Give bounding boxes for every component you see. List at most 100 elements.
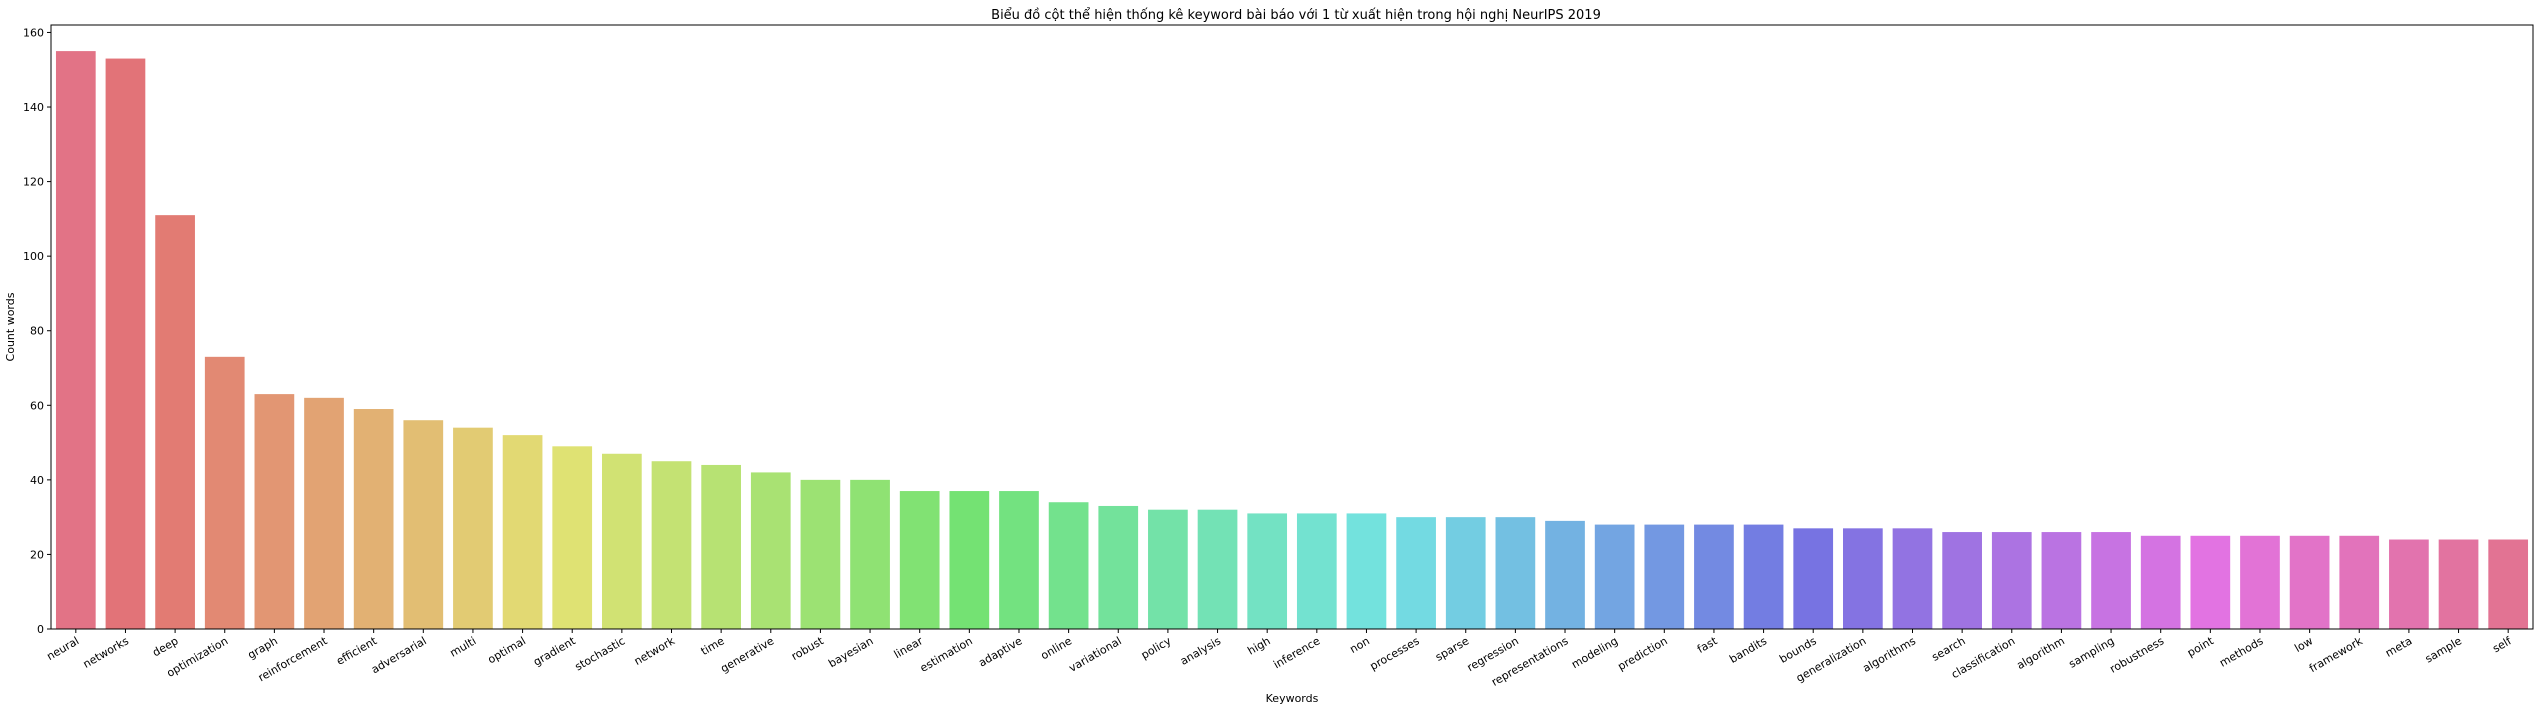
bar-efficient: [353, 409, 394, 629]
x-tick-label: low: [2292, 634, 2315, 655]
bar-robustness: [2140, 535, 2181, 629]
bar-meta: [2389, 539, 2429, 629]
x-tick-label: neural: [44, 634, 81, 663]
bar-estimation: [949, 491, 990, 629]
x-tick-label: prediction: [1615, 634, 1669, 673]
bar-adaptive: [999, 491, 1039, 629]
bar-robust: [800, 479, 841, 629]
x-tick-label: linear: [892, 634, 926, 661]
bars-group: [55, 51, 2529, 630]
bar-online: [1048, 502, 1089, 629]
x-tick-label: robustness: [2108, 634, 2167, 675]
x-tick-label: network: [632, 634, 678, 668]
x-tick-label: analysis: [1178, 634, 1223, 668]
y-tick-label: 20: [30, 548, 44, 561]
x-tick-label: bandits: [1727, 634, 1769, 666]
bar-non: [1346, 513, 1387, 629]
x-tick-label: deep: [150, 634, 180, 659]
bar-self: [2488, 539, 2529, 629]
x-tick-label: point: [2185, 634, 2216, 660]
x-tick-label: inference: [1271, 634, 1322, 671]
y-axis-label: Count words: [4, 292, 17, 361]
bar-multi: [453, 427, 493, 629]
bar-gradient: [552, 446, 593, 629]
bar-classification: [1991, 532, 2032, 629]
x-tick-label: algorithm: [2014, 634, 2066, 672]
bar-bounds: [1793, 528, 1834, 629]
bar-regression: [1495, 517, 1536, 629]
x-tick-label: networks: [81, 634, 131, 671]
x-tick-label: policy: [1139, 634, 1174, 662]
y-tick-label: 160: [23, 26, 44, 39]
bar-stochastic: [602, 453, 642, 629]
y-tick-label: 60: [30, 399, 44, 412]
x-tick-label: modeling: [1569, 634, 1620, 671]
y-tick-label: 0: [37, 623, 44, 636]
x-tick-label: gradient: [531, 634, 578, 669]
x-tick-label: graph: [245, 634, 279, 661]
x-tick-label: multi: [448, 634, 479, 659]
x-tick-label: sparse: [1433, 634, 1471, 664]
y-tick-label: 120: [23, 176, 44, 189]
x-tick-label: optimal: [486, 634, 529, 666]
bar-search: [1942, 532, 1982, 629]
x-tick-label: methods: [2217, 634, 2265, 669]
x-tick-label: search: [1929, 634, 1967, 664]
bar-neural: [55, 51, 96, 630]
bar-deep: [155, 215, 195, 629]
bar-representations: [1545, 520, 1585, 629]
bar-processes: [1396, 517, 1436, 629]
bar-sample: [2438, 539, 2479, 629]
bar-generalization: [1843, 528, 1883, 629]
bar-analysis: [1197, 509, 1238, 629]
bar-variational: [1098, 505, 1139, 629]
bar-algorithms: [1892, 528, 1933, 629]
x-tick-label: framework: [2307, 634, 2365, 675]
x-tick-label: self: [2490, 634, 2514, 656]
bar-optimal: [502, 435, 543, 629]
chart-title: Biểu đồ cột thể hiện thống kê keyword bà…: [991, 8, 1601, 23]
x-tick-label: variational: [1067, 634, 1124, 674]
bar-generative: [750, 472, 791, 629]
y-tick-label: 80: [30, 325, 44, 338]
y-axis: 0 20 40 60 80 100 120 140 160: [23, 26, 51, 636]
x-tick-label: sample: [2423, 634, 2464, 665]
x-tick-label: fast: [1695, 634, 1720, 656]
bar-bayesian: [850, 479, 890, 629]
x-tick-label: online: [1039, 634, 1075, 662]
bar-sparse: [1445, 517, 1486, 629]
bar-sampling: [2091, 532, 2131, 629]
bar-bandits: [1743, 524, 1784, 629]
bar-methods: [2240, 535, 2280, 629]
x-tick-label: algorithms: [1861, 634, 1919, 675]
y-tick-label: 140: [23, 101, 44, 114]
bar-fast: [1694, 524, 1734, 629]
x-tick-label: bayesian: [826, 634, 875, 670]
bar-algorithm: [2041, 532, 2082, 629]
bar-inference: [1296, 513, 1337, 629]
x-tick-label: meta: [2383, 634, 2414, 660]
y-tick-label: 40: [30, 474, 44, 487]
bar-adversarial: [403, 420, 444, 629]
x-tick-label: generative: [718, 634, 776, 675]
x-tick-label: high: [1245, 634, 1272, 657]
x-tick-label: estimation: [918, 634, 975, 674]
bar-reinforcement: [304, 397, 344, 629]
x-tick-label: bounds: [1777, 634, 1819, 666]
y-tick-label: 100: [23, 250, 44, 263]
plot-frame: [50, 24, 2534, 630]
x-tick-label: stochastic: [573, 634, 628, 673]
x-tick-label: robust: [789, 634, 826, 663]
bar-prediction: [1644, 524, 1685, 629]
bar-network: [651, 461, 692, 629]
x-tick-label: adaptive: [976, 634, 1024, 669]
x-tick-label: time: [699, 634, 727, 658]
bar-modeling: [1594, 524, 1635, 629]
bar-policy: [1148, 509, 1188, 629]
bar-low: [2289, 535, 2330, 629]
bar-graph: [254, 394, 295, 629]
bar-framework: [2339, 535, 2380, 629]
bar-high: [1247, 513, 1288, 629]
